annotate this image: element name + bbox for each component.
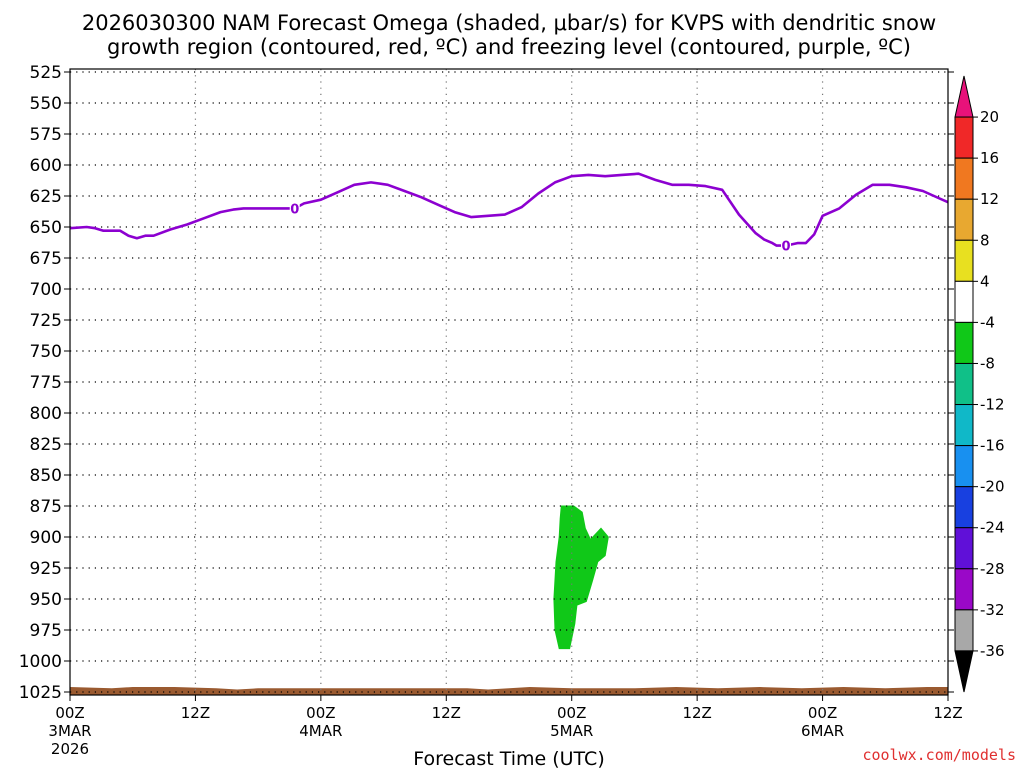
colorbar-tick-label: -32 [980,601,1005,619]
y-tick-label: 600 [30,156,62,176]
x-tick-label: 12Z [682,704,711,722]
x-tick-year: 2026 [51,740,89,758]
omega-shading-layer [553,505,609,650]
y-tick-label: 925 [30,559,62,579]
y-tick-label: 1025 [19,683,62,703]
x-tick-label: 00Z [55,704,84,722]
colorbar-segment [954,157,974,200]
y-tick-label: 850 [30,466,62,486]
colorbar-tick-label: 20 [980,108,999,126]
x-tick-label: 00Z [557,704,586,722]
contour-label-bg [780,238,791,253]
chart-title-line1: 2026030300 NAM Forecast Omega (shaded, μ… [82,11,936,35]
chart-title-line2: growth region (contoured, red, ºC) and f… [107,35,911,59]
colorbar-tick-label: -20 [980,478,1005,496]
colorbar: 20 16 12 8 4 -4 -8 -12 -16 -20 -24 -28 -32 -36 [954,75,1005,693]
contour-label: 0 [290,202,299,217]
x-tick-label: 00Z [808,704,837,722]
y-tick-label: 750 [30,342,62,362]
grid-lines [70,69,948,695]
surface-pressure-layer [70,687,948,695]
freezing-level-line [69,172,949,247]
colorbar-tick-label: -8 [980,354,995,372]
contour-label-bg [289,201,300,216]
y-tick-label: 975 [30,621,62,641]
y-tick-label: 575 [30,125,62,145]
colorbar-tick-label: -24 [980,519,1005,537]
colorbar-tick-label: 4 [980,272,990,290]
y-tick-label: 550 [30,94,62,114]
y-tick-label: 675 [30,249,62,269]
omega-region-0 [553,505,609,650]
y-tick-label: 1000 [19,652,62,672]
colorbar-segment [954,568,974,611]
y-axis: 525 550 575 600 625 650 675 700 725 750 775 800 825 8… [19,63,954,703]
colorbar-segment [954,445,974,488]
colorbar-segment [954,321,974,364]
x-tick-date: 4MAR [299,722,342,740]
surface-pressure-band [70,687,948,695]
colorbar-top-triangle [954,75,974,118]
y-tick-label: 900 [30,528,62,548]
freezing-level-layer: 00 [69,172,949,255]
y-tick-label: 950 [30,590,62,610]
contour-label: 0 [781,240,790,255]
y-tick-label: 800 [30,404,62,424]
colorbar-segment [954,239,974,282]
x-axis-label: Forecast Time (UTC) [413,748,604,768]
colorbar-segment [954,527,974,570]
plot-frame [69,68,949,696]
y-tick-label: 775 [30,373,62,393]
y-tick-label: 625 [30,187,62,207]
colorbar-bottom-triangle [954,650,974,693]
colorbar-segment [954,609,974,652]
x-tick-date: 6MAR [801,722,844,740]
colorbar-tick-label: -36 [980,642,1005,660]
colorbar-segment [954,404,974,447]
y-tick-label: 650 [30,218,62,238]
y-tick-label: 525 [30,63,62,83]
colorbar-segment [954,486,974,529]
x-tick-label: 12Z [181,704,210,722]
colorbar-segment [954,362,974,406]
colorbar-tick-label: -16 [980,437,1005,455]
x-tick-label: 12Z [933,704,962,722]
y-tick-label: 825 [30,435,62,455]
x-tick-date: 3MAR [48,722,91,740]
y-tick-label: 700 [30,280,62,300]
colorbar-tick-label: 8 [980,231,990,249]
y-tick-label: 725 [30,311,62,331]
colorbar-tick-label: -28 [980,560,1005,578]
colorbar-segment [954,280,974,323]
colorbar-segment [954,198,974,241]
colorbar-tick-label: 12 [980,190,999,208]
x-tick-label: 12Z [432,704,461,722]
colorbar-tick-label: 16 [980,149,999,167]
x-tick-date: 5MAR [550,722,593,740]
colorbar-tick-label: -12 [980,396,1005,414]
x-tick-label: 00Z [306,704,335,722]
colorbar-segment [954,116,974,159]
credit-text: coolwx.com/models [862,746,1016,764]
colorbar-tick-label: -4 [980,313,995,331]
y-tick-label: 875 [30,497,62,517]
